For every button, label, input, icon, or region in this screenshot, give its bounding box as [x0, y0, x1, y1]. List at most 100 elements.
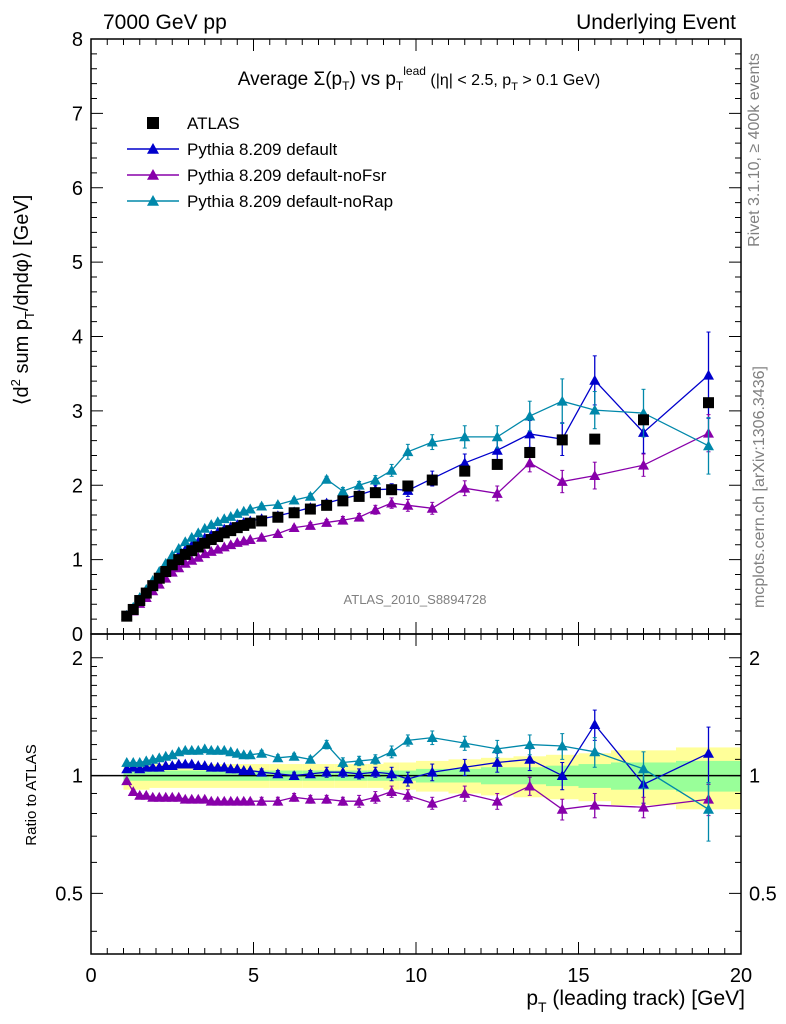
- y-tick-label: 6: [72, 178, 83, 200]
- point-atlas: [186, 545, 198, 557]
- ratio-point-default: [524, 753, 536, 764]
- point-nofsr: [638, 459, 649, 470]
- ratio-point-nofsr: [304, 793, 316, 804]
- ratio-point-norap: [256, 747, 268, 758]
- point-atlas: [153, 572, 165, 584]
- y-tick-label: 3: [72, 401, 83, 423]
- ratio-point-norap: [218, 744, 230, 755]
- point-atlas: [127, 603, 139, 615]
- ratio-point-norap: [369, 753, 381, 764]
- point-default: [589, 374, 601, 385]
- point-nofsr: [459, 482, 471, 493]
- point-atlas: [225, 525, 237, 537]
- point-default: [703, 369, 714, 380]
- ratio-point-default: [703, 747, 714, 758]
- ratio-y-tick-label-right: 1: [749, 766, 760, 788]
- ratio-point-norap: [272, 752, 284, 763]
- ratio-point-norap: [244, 749, 256, 760]
- point-nofsr: [179, 557, 191, 568]
- ratio-ylabel: Ratio to ATLAS: [23, 744, 40, 845]
- point-norap: [459, 431, 471, 442]
- y-tick-label: 8: [72, 29, 83, 51]
- point-nofsr: [321, 516, 333, 527]
- point-atlas: [121, 610, 133, 622]
- ratio-point-norap: [288, 750, 300, 761]
- ratio-point-nofsr: [556, 803, 568, 814]
- ratio-point-nofsr: [426, 797, 438, 808]
- ratio-point-default: [244, 765, 256, 775]
- point-nofsr: [369, 504, 381, 515]
- legend-label: Pythia 8.209 default-noFsr: [187, 166, 387, 185]
- ratio-point-norap: [524, 739, 536, 749]
- point-norap: [272, 499, 284, 509]
- ratio-y-tick-label-right: 0.5: [749, 883, 777, 905]
- legend-label: Pythia 8.209 default-noRap: [187, 192, 393, 211]
- legend-marker-triangle: [147, 169, 159, 180]
- ratio-point-default: [231, 763, 243, 774]
- point-default: [524, 428, 536, 439]
- point-nofsr: [337, 514, 349, 525]
- ratio-point-default: [353, 768, 365, 779]
- ratio-point-nofsr: [638, 801, 649, 812]
- ratio-point-norap: [166, 749, 178, 760]
- point-atlas: [231, 522, 243, 534]
- point-atlas: [147, 580, 159, 592]
- point-norap: [402, 446, 414, 457]
- ratio-point-nofsr: [272, 795, 284, 806]
- point-norap: [589, 404, 601, 415]
- point-atlas: [272, 511, 284, 523]
- y-tick-label: 1: [72, 550, 83, 572]
- ratio-point-default: [321, 766, 333, 777]
- ratio-point-nofsr: [288, 791, 300, 802]
- point-atlas: [212, 531, 224, 543]
- point-atlas: [199, 537, 211, 549]
- point-atlas: [321, 499, 333, 511]
- ratio-point-nofsr: [369, 791, 381, 802]
- point-atlas: [218, 527, 230, 539]
- header-right-label: Underlying Event: [576, 11, 736, 34]
- point-norap: [256, 500, 268, 511]
- x-tick-label: 0: [85, 965, 96, 987]
- point-atlas: [638, 414, 649, 426]
- point-norap: [179, 536, 191, 547]
- xlabel: pT (leading track) [GeV]: [526, 987, 745, 1015]
- point-norap: [524, 410, 536, 421]
- point-nofsr: [192, 551, 204, 562]
- point-norap: [386, 464, 398, 475]
- point-atlas: [244, 517, 256, 529]
- point-atlas: [288, 507, 300, 519]
- ratio-point-nofsr: [402, 789, 414, 800]
- ratio-point-norap: [491, 743, 503, 754]
- ratio-point-nofsr: [459, 787, 471, 798]
- ratio-point-nofsr: [589, 799, 601, 810]
- point-nofsr: [556, 476, 568, 486]
- ratio-point-default: [199, 760, 211, 771]
- ratio-point-norap: [231, 747, 243, 758]
- point-atlas: [703, 397, 714, 409]
- point-norap: [426, 436, 438, 447]
- point-atlas: [179, 548, 191, 560]
- point-default: [491, 444, 503, 455]
- ratio-point-nofsr: [127, 786, 139, 796]
- ratio-point-nofsr: [244, 795, 256, 806]
- ratio-y-tick-label-right: 2: [749, 648, 760, 670]
- point-atlas: [166, 559, 178, 571]
- point-nofsr: [256, 531, 268, 542]
- y-tick-label: 7: [72, 103, 83, 125]
- legend-label: Pythia 8.209 default: [187, 140, 338, 159]
- ratio-point-default: [272, 768, 284, 779]
- point-norap: [205, 519, 217, 530]
- point-atlas: [491, 458, 503, 470]
- point-norap: [703, 440, 714, 451]
- series-line-norap: [126, 400, 709, 616]
- ratio-point-default: [459, 761, 471, 772]
- ratio-point-default: [426, 766, 438, 777]
- ratio-point-nofsr: [173, 791, 185, 802]
- point-nofsr: [524, 457, 536, 468]
- ratio-point-default: [186, 758, 198, 769]
- point-atlas: [134, 595, 146, 607]
- y-tick-label: 4: [72, 327, 83, 349]
- ratio-point-default: [337, 766, 349, 777]
